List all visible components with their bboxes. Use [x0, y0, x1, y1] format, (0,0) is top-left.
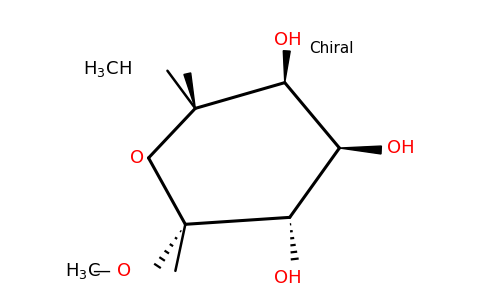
Text: H$_3$C: H$_3$C	[83, 59, 119, 79]
Text: Chiral: Chiral	[310, 41, 354, 56]
Polygon shape	[339, 146, 381, 154]
Polygon shape	[283, 51, 290, 82]
Text: OH: OH	[274, 269, 302, 287]
Text: OH: OH	[274, 31, 302, 49]
Text: O: O	[117, 262, 131, 280]
Text: OH: OH	[387, 139, 415, 157]
Polygon shape	[184, 73, 195, 108]
Text: O: O	[130, 149, 145, 167]
Text: —: —	[92, 262, 110, 280]
Text: H: H	[119, 60, 132, 78]
Text: H$_3$C: H$_3$C	[65, 261, 101, 281]
